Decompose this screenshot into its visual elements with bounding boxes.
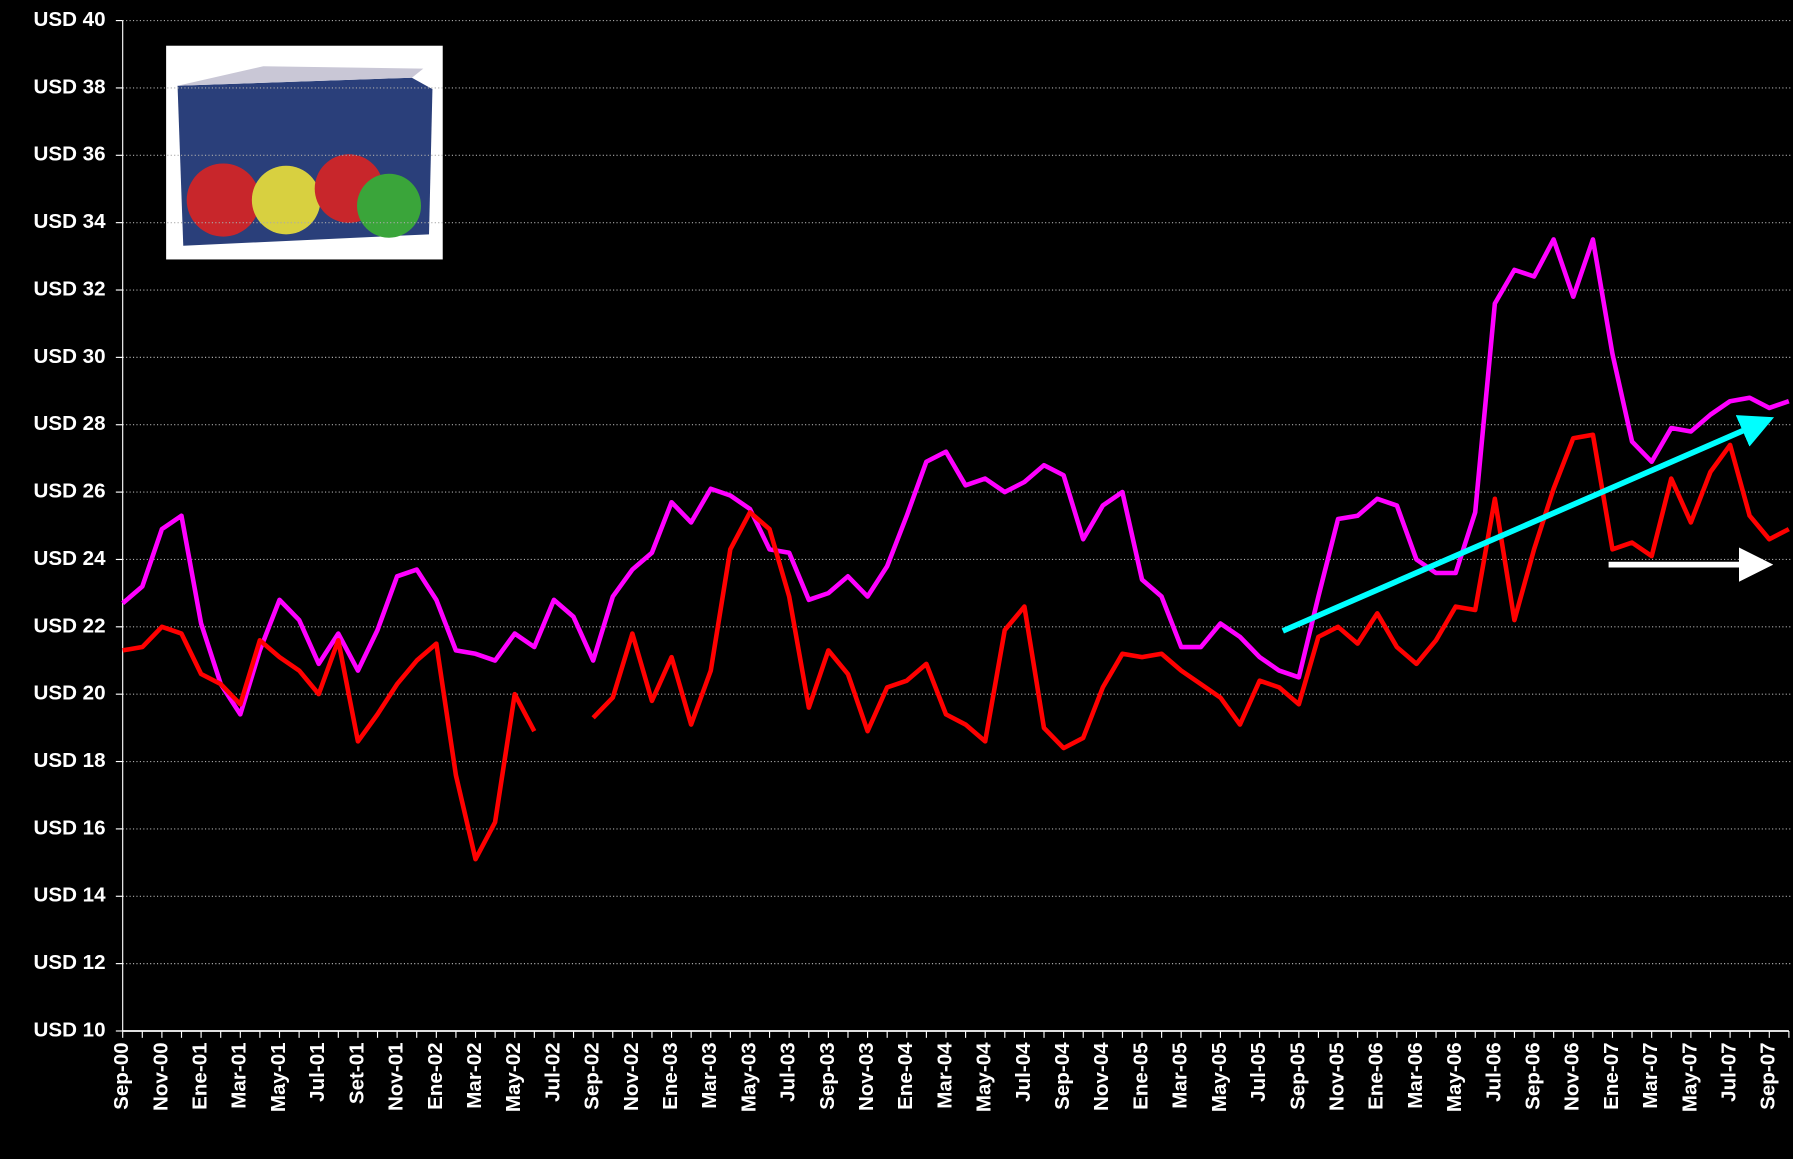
y-tick-label: USD 16 — [34, 816, 106, 839]
y-tick-label: USD 34 — [34, 210, 107, 233]
x-tick-label: May-01 — [267, 1042, 290, 1112]
page: USD 10 USD 12 USD 14 USD 16 USD 18 USD 20 USD … — [0, 0, 1793, 1159]
x-tick-label: May-06 — [1443, 1042, 1466, 1112]
x-tick-label: Nov-06 — [1561, 1042, 1584, 1111]
x-tick-label: Ene-07 — [1600, 1042, 1623, 1109]
x-tick-label: Mar-01 — [228, 1042, 251, 1108]
series-line — [123, 239, 1789, 714]
x-tick-label: Jul-06 — [1482, 1042, 1505, 1101]
x-tick-label: Sep-00 — [110, 1042, 133, 1109]
y-tick-label: USD 20 — [34, 682, 106, 705]
x-tick-label: Sep-06 — [1522, 1042, 1545, 1109]
y-tick-label: USD 40 — [34, 8, 106, 31]
x-tick-label: Jul-01 — [306, 1042, 329, 1101]
x-tick-label: Set-01 — [345, 1042, 368, 1104]
y-tick-label: USD 24 — [34, 547, 107, 570]
x-tick-label: Mar-04 — [933, 1042, 956, 1109]
y-tick-label: USD 38 — [34, 75, 106, 98]
y-tick-label: USD 28 — [34, 412, 106, 435]
x-tick-label: Mar-05 — [1169, 1042, 1192, 1108]
y-tick-label: USD 22 — [34, 614, 106, 637]
x-tick-label: Mar-07 — [1639, 1042, 1662, 1108]
y-tick-label: USD 10 — [34, 1018, 106, 1041]
y-tick-label: USD 18 — [34, 749, 106, 772]
x-tick-label: Ene-03 — [659, 1042, 682, 1109]
series-line — [123, 435, 1789, 859]
chart: USD 10 USD 12 USD 14 USD 16 USD 18 USD 20 USD … — [0, 0, 1793, 1159]
x-tick-label: Nov-04 — [1090, 1042, 1113, 1111]
x-tick-label: May-03 — [737, 1042, 760, 1112]
x-tick-label: Jul-03 — [777, 1042, 800, 1101]
x-tick-label: May-07 — [1678, 1042, 1701, 1112]
x-tick-label: Nov-05 — [1325, 1042, 1348, 1111]
x-tick-label: May-04 — [973, 1042, 996, 1112]
x-tick-label: Sep-02 — [581, 1042, 604, 1109]
x-tick-label: Mar-06 — [1404, 1042, 1427, 1108]
x-tick-label: Jul-04 — [1012, 1042, 1035, 1102]
x-tick-label: Jul-07 — [1718, 1042, 1741, 1101]
x-tick-label: Sep-05 — [1286, 1042, 1309, 1109]
x-tick-label: Nov-03 — [855, 1042, 878, 1111]
product-image — [166, 46, 443, 260]
x-tick-label: Nov-01 — [385, 1042, 408, 1111]
x-tick-label: Ene-05 — [1129, 1042, 1152, 1109]
y-tick-label: USD 26 — [34, 480, 106, 503]
y-tick-label: USD 32 — [34, 277, 106, 300]
y-tick-label: USD 36 — [34, 143, 106, 166]
x-tick-label: Sep-04 — [1051, 1042, 1074, 1110]
x-tick-label: Ene-04 — [894, 1042, 917, 1110]
x-tick-label: Nov-00 — [149, 1042, 172, 1111]
x-tick-label: Jul-05 — [1247, 1042, 1270, 1101]
x-tick-label: May-05 — [1208, 1042, 1231, 1112]
y-tick-label: USD 14 — [34, 884, 107, 907]
x-tick-label: Mar-03 — [698, 1042, 721, 1108]
y-tick-label: USD 30 — [34, 345, 106, 368]
x-tick-label: Mar-02 — [463, 1042, 486, 1108]
x-tick-label: Sep-07 — [1757, 1042, 1780, 1109]
x-tick-label: Jul-02 — [541, 1042, 564, 1101]
x-tick-label: Ene-02 — [424, 1042, 447, 1109]
x-tick-label: May-02 — [502, 1042, 525, 1112]
x-tick-label: Nov-02 — [620, 1042, 643, 1111]
x-tick-label: Ene-06 — [1365, 1042, 1388, 1109]
x-tick-label: Ene-01 — [189, 1042, 212, 1109]
x-tick-label: Sep-03 — [816, 1042, 839, 1109]
y-tick-label: USD 12 — [34, 951, 106, 974]
